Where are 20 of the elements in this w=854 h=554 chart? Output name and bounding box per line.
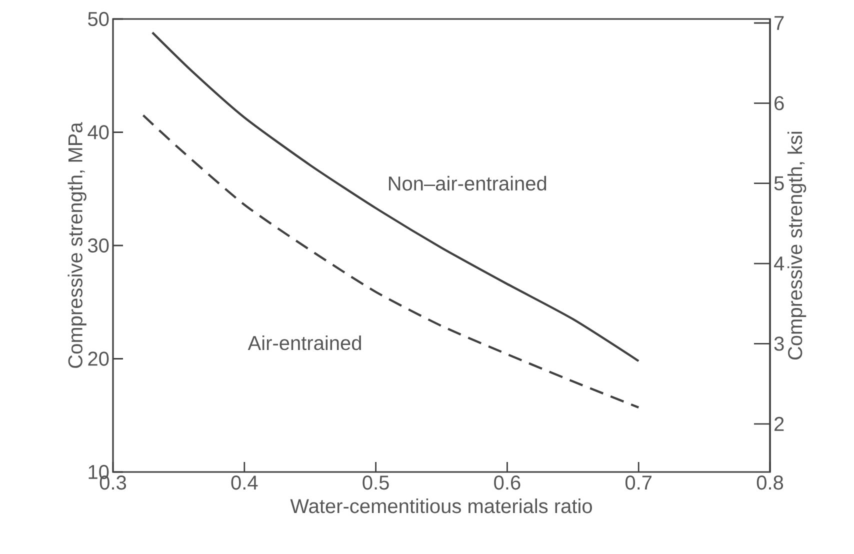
x-tick-label: 0.6 xyxy=(494,476,520,490)
y2-tick-label: 4 xyxy=(774,256,784,270)
y-tick-label: 50 xyxy=(88,12,109,26)
series-label: Non–air-entrained xyxy=(388,176,546,191)
x-tick-label: 0.4 xyxy=(231,476,258,490)
text: Air-entrained xyxy=(248,335,361,350)
y-axis-title: Compressive strength, MPa xyxy=(68,122,86,368)
y2-tick-label: 7 xyxy=(774,16,784,30)
y-tick-label: 40 xyxy=(88,125,109,140)
y2-tick-label: 6 xyxy=(774,96,784,110)
y2-axis-title: Compressive strength, ksi xyxy=(787,132,806,360)
y2-tick-label: 3 xyxy=(774,336,784,351)
x-tick-label: 0.5 xyxy=(362,476,389,490)
y-tick-label: 30 xyxy=(88,238,109,253)
x-tick-label: 0.7 xyxy=(625,476,652,490)
x-axis-title: Water-cementitious materials ratio xyxy=(290,498,592,514)
x-tick-label: 0.8 xyxy=(756,476,784,490)
y2-tick-label: 2 xyxy=(774,416,784,431)
y2-tick-label: 5 xyxy=(774,176,784,190)
y-tick-label: 20 xyxy=(88,352,109,366)
